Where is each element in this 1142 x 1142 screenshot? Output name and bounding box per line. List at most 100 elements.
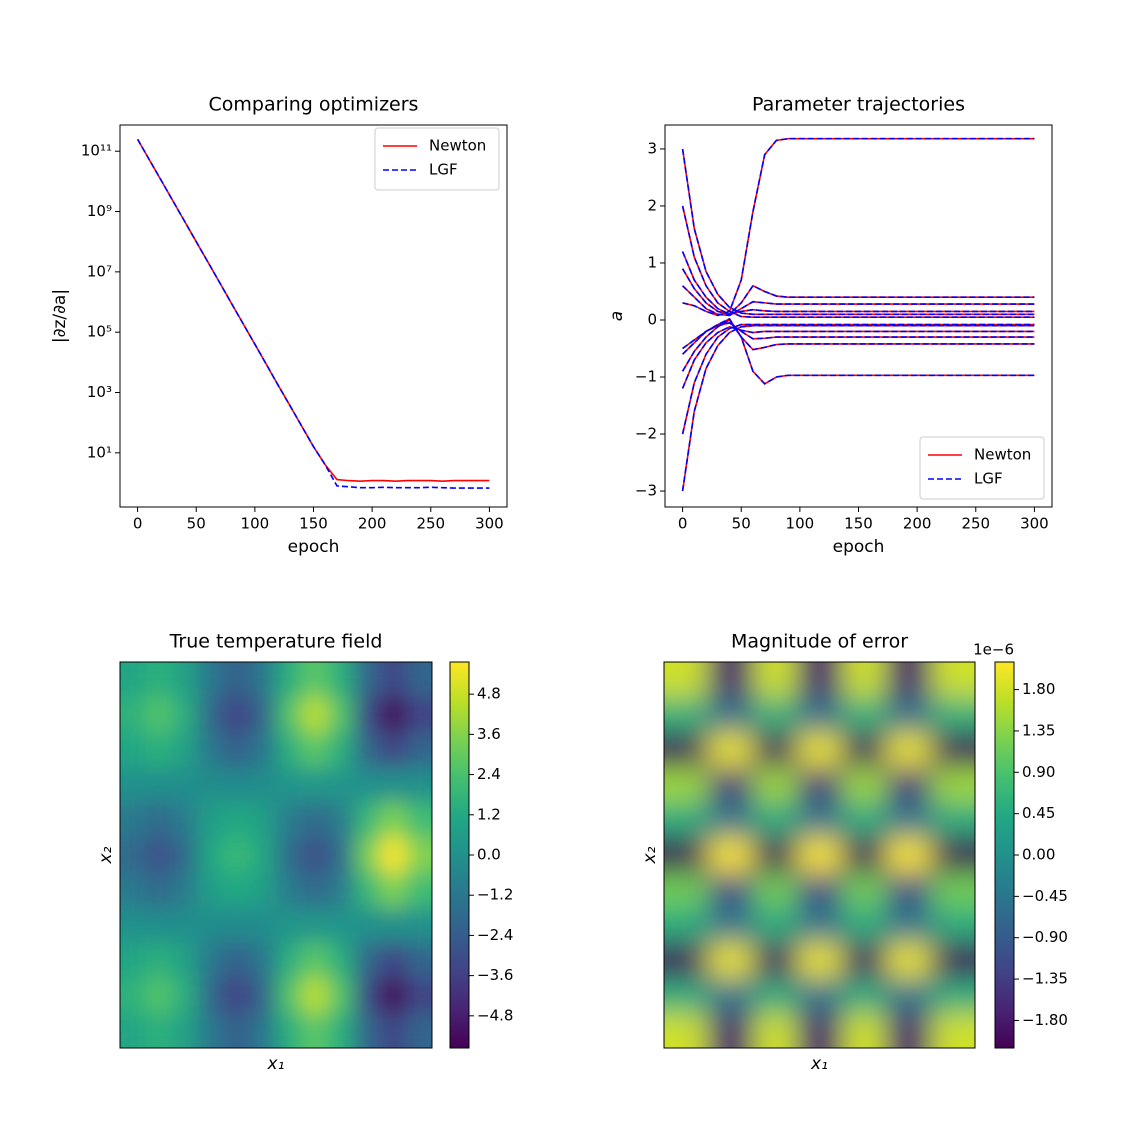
heatmap-cell <box>172 697 199 733</box>
y-tick-label: 0 <box>647 310 657 328</box>
heatmap-cell <box>250 732 277 768</box>
heatmap-cell <box>276 802 303 839</box>
heatmap-cell <box>380 907 407 944</box>
y-tick-label: 10¹ <box>87 443 112 461</box>
heatmap-cell <box>354 872 381 909</box>
series-line <box>681 268 1035 316</box>
y-tick-label: −3 <box>635 482 657 500</box>
heatmap-cell <box>302 1012 329 1049</box>
heatmap-cell <box>886 767 932 803</box>
legend-label: Newton <box>974 446 1031 464</box>
heatmap-cell <box>354 942 381 979</box>
series-line <box>136 138 490 482</box>
heatmap-cell <box>120 977 147 1014</box>
x-tick-label: 100 <box>786 515 815 533</box>
heatmap-cell <box>146 732 173 768</box>
heatmap-cell <box>886 872 932 909</box>
heatmap-cell <box>841 767 887 803</box>
x-axis-label: epoch <box>288 537 340 557</box>
series-line <box>682 285 1035 317</box>
heatmap-cell <box>708 837 754 874</box>
heatmap-cell <box>708 697 754 733</box>
heatmap-cell <box>752 837 798 874</box>
series-line <box>682 321 1035 355</box>
heatmap-cell <box>930 872 976 909</box>
heatmap-cell <box>930 767 976 803</box>
heatmap-cell <box>380 872 407 909</box>
series-line <box>681 323 1035 435</box>
heatmap-cell <box>198 697 225 733</box>
series-line <box>681 148 1035 316</box>
heatmap-cell <box>752 697 798 733</box>
heatmap-cell <box>146 872 173 909</box>
x-tick-label: 0 <box>133 515 143 533</box>
heatmap-cells <box>664 662 976 1049</box>
heatmap-cell <box>664 732 710 768</box>
heatmap-cell <box>224 1012 251 1049</box>
plot-lines <box>136 138 490 489</box>
heatmap-cell <box>406 697 433 733</box>
heatmap-cell <box>328 942 355 979</box>
heatmap-cell <box>250 767 277 803</box>
heatmap-cell <box>380 802 407 839</box>
heatmap-cell <box>406 907 433 944</box>
heatmap-cell <box>797 907 843 944</box>
heatmap-cell <box>380 732 407 768</box>
heatmap-cell <box>224 802 251 839</box>
heatmap-cell <box>328 1012 355 1049</box>
x-tick-label: 200 <box>903 515 932 533</box>
heatmap-cell <box>752 942 798 979</box>
heatmap-cell <box>172 767 199 803</box>
heatmap-cell <box>146 1012 173 1049</box>
heatmap-cell <box>146 662 173 698</box>
heatmap-cells <box>120 662 433 1049</box>
heatmap-cell <box>752 662 798 698</box>
series-line <box>681 251 1035 316</box>
heatmap-cell <box>752 732 798 768</box>
heatmap-cell <box>708 872 754 909</box>
colorbar <box>449 661 470 1049</box>
heatmap-cell <box>841 942 887 979</box>
heatmap-cell <box>302 837 329 874</box>
heatmap-cell <box>406 662 433 698</box>
heatmap-cell <box>797 802 843 839</box>
heatmap-cell <box>224 732 251 768</box>
x-axis-label: x₁ <box>810 1054 828 1074</box>
series-line <box>136 138 490 489</box>
series-line <box>681 251 1035 316</box>
heatmap-cell <box>120 802 147 839</box>
heatmap-cell <box>886 697 932 733</box>
heatmap-cell <box>708 767 754 803</box>
colorbar-tick-label: −1.2 <box>477 886 513 904</box>
heatmap-cell <box>328 697 355 733</box>
heatmap-cell <box>250 802 277 839</box>
heatmap-cell <box>841 802 887 839</box>
y-tick-label: 10³ <box>87 383 112 401</box>
heatmap-cell <box>664 662 710 698</box>
heatmap-cell <box>708 1012 754 1049</box>
heatmap-cell <box>172 732 199 768</box>
heatmap-cell <box>276 977 303 1014</box>
heatmap-cell <box>302 977 329 1014</box>
x-tick-label: 100 <box>241 515 270 533</box>
colorbar-tick-label: −3.6 <box>477 966 513 984</box>
heatmap-cell <box>250 837 277 874</box>
axes-frame <box>664 124 1053 508</box>
heatmap-cell <box>664 977 710 1014</box>
heatmap-cell <box>930 907 976 944</box>
heatmap-cell <box>841 1012 887 1049</box>
colorbar-tick-label: 0.0 <box>477 846 501 864</box>
heatmap-cell <box>886 942 932 979</box>
heatmap-cell <box>797 1012 843 1049</box>
heatmap-cell <box>752 907 798 944</box>
heatmap-cell <box>224 697 251 733</box>
heatmap-cell <box>930 802 976 839</box>
heatmap-cell <box>172 977 199 1014</box>
x-tick-label: 250 <box>961 515 990 533</box>
colorbar-tick-label: −1.80 <box>1022 1011 1068 1029</box>
heatmap-cell <box>406 802 433 839</box>
x-tick-label: 150 <box>844 515 873 533</box>
axes-frame <box>119 124 508 508</box>
heatmap-cell <box>146 837 173 874</box>
colorbar-tick-label: 3.6 <box>477 725 501 743</box>
